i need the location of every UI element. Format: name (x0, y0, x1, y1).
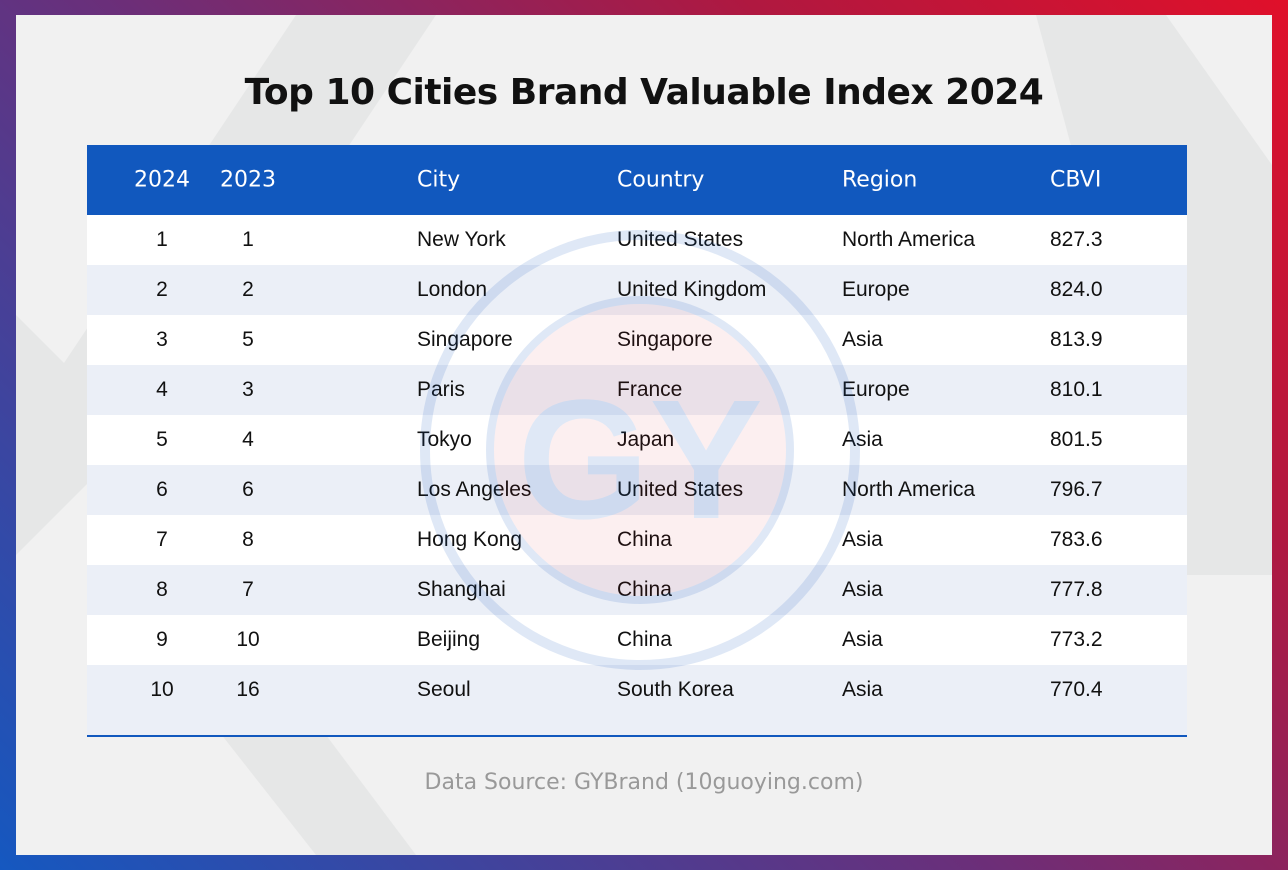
city: New York (417, 228, 506, 251)
table-row: 5 4 Tokyo Japan Asia 801.5 (87, 415, 1187, 465)
page-title: Top 10 Cities Brand Valuable Index 2024 (244, 72, 1044, 113)
city: Paris (417, 378, 465, 401)
city: Hong Kong (417, 528, 523, 551)
region: Europe (842, 378, 910, 401)
city: Tokyo (417, 428, 472, 451)
table-row: 3 5 Singapore Singapore Asia 813.9 (87, 315, 1187, 365)
cbvi-value: 783.6 (1050, 528, 1103, 551)
country: France (617, 378, 683, 401)
table-row: 1 1 New York United States North America… (87, 215, 1187, 265)
header-city: City (417, 167, 461, 193)
table-row: 4 3 Paris France Europe 810.1 (87, 365, 1187, 415)
region: Asia (842, 578, 883, 601)
country: China (617, 578, 672, 601)
country: United States (617, 228, 744, 251)
table-row: 8 7 Shanghai China Asia 777.8 (87, 565, 1187, 615)
header-country: Country (617, 167, 705, 193)
table-row: 2 2 London United Kingdom Europe 824.0 (87, 265, 1187, 315)
header-region: Region (842, 167, 918, 193)
cbvi-value: 813.9 (1050, 328, 1103, 351)
city: Singapore (417, 328, 513, 351)
cbvi-value: 801.5 (1050, 428, 1103, 451)
city: Shanghai (417, 578, 506, 601)
country: South Korea (617, 678, 734, 701)
city: Los Angeles (417, 478, 532, 501)
table-row: 6 6 Los Angeles United States North Amer… (87, 465, 1187, 515)
cbvi-value: 773.2 (1050, 628, 1103, 651)
cbvi-value: 810.1 (1050, 378, 1103, 401)
region: Asia (842, 428, 883, 451)
region: Asia (842, 328, 883, 351)
header-cbvi: CBVI (1050, 167, 1102, 193)
cbvi-value: 770.4 (1050, 678, 1103, 701)
table-row: 9 10 Beijing China Asia 773.2 (87, 615, 1187, 665)
country: China (617, 528, 672, 551)
cbvi-value: 827.3 (1050, 228, 1103, 251)
region: Europe (842, 278, 910, 301)
country: United Kingdom (617, 278, 767, 301)
ranking-table: 2024 2023 City Country Region CBVI 1 1 N… (87, 145, 1187, 737)
table-header: 2024 2023 City Country Region CBVI (87, 145, 1187, 215)
table-row: 10 16 Seoul South Korea Asia 770.4 (87, 665, 1187, 715)
cbvi-value: 796.7 (1050, 478, 1103, 501)
country: Singapore (617, 328, 713, 351)
region: North America (842, 228, 976, 251)
country: Japan (617, 428, 675, 451)
city: London (417, 278, 488, 301)
region: Asia (842, 678, 883, 701)
region: Asia (842, 628, 883, 651)
city: Beijing (417, 628, 481, 651)
data-source: Data Source: GYBrand (10guoying.com) (424, 770, 864, 795)
cbvi-value: 824.0 (1050, 278, 1103, 301)
region: North America (842, 478, 976, 501)
cbvi-value: 777.8 (1050, 578, 1103, 601)
city: Seoul (417, 678, 471, 701)
region: Asia (842, 528, 883, 551)
country: United States (617, 478, 744, 501)
country: China (617, 628, 672, 651)
table-row: 7 8 Hong Kong China Asia 783.6 (87, 515, 1187, 565)
table-body: 1 1 New York United States North America… (87, 215, 1187, 715)
